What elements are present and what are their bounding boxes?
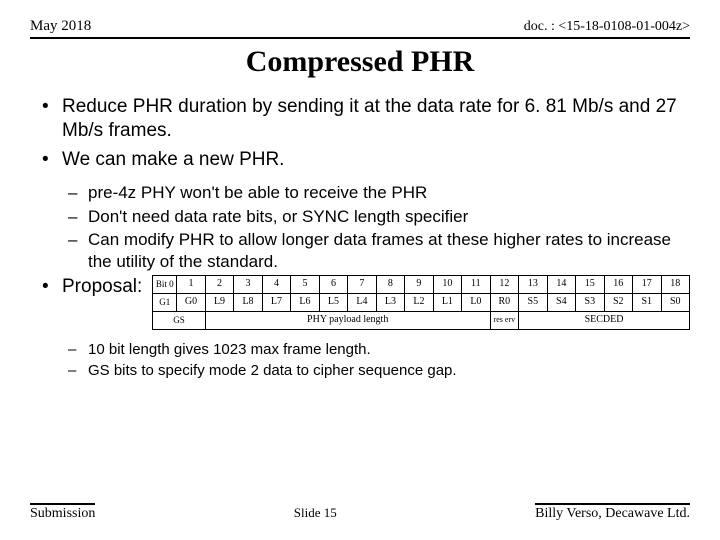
cell: 17 <box>633 275 661 293</box>
cell: L4 <box>348 293 376 311</box>
cell: L5 <box>319 293 347 311</box>
proposal-bullet: Proposal: Bit 0 1 2 3 4 5 6 7 8 9 10 <box>30 275 690 330</box>
cell: 13 <box>519 275 547 293</box>
cell: 16 <box>604 275 632 293</box>
header-docnum: doc. : <15-18-0108-01-004z> <box>524 19 690 35</box>
cell: 1 <box>177 275 205 293</box>
sub-item: GS bits to specify mode 2 data to cipher… <box>68 361 690 381</box>
cell: 7 <box>348 275 376 293</box>
bullet-item: We can make a new PHR. <box>42 148 690 172</box>
cell: L8 <box>234 293 262 311</box>
proposal-label: Proposal: <box>62 275 142 299</box>
footer: Submission Slide 15 Billy Verso, Decawav… <box>30 503 690 522</box>
cell: L1 <box>433 293 461 311</box>
cell: G1 <box>153 293 177 311</box>
sub-item: Don't need data rate bits, or SYNC lengt… <box>68 206 690 228</box>
phr-table: Bit 0 1 2 3 4 5 6 7 8 9 10 11 12 13 <box>152 275 690 330</box>
cell: G0 <box>177 293 205 311</box>
cell: GS <box>153 311 205 329</box>
cell: S2 <box>604 293 632 311</box>
sub-bullets: pre-4z PHY won't be able to receive the … <box>30 182 690 273</box>
cell: PHY payload length <box>205 311 490 329</box>
cell: L3 <box>376 293 404 311</box>
table-row: GS PHY payload length res erv SECDED <box>153 311 690 329</box>
sub-item: Can modify PHR to allow longer data fram… <box>68 229 690 273</box>
sub-item: 10 bit length gives 1023 max frame lengt… <box>68 340 690 360</box>
cell: SECDED <box>519 311 690 329</box>
table-row: G1 G0 L9 L8 L7 L6 L5 L4 L3 L2 L1 L0 R0 S… <box>153 293 690 311</box>
footer-submission: Submission <box>30 503 95 522</box>
cell: res erv <box>490 311 518 329</box>
footer-slide: Slide 15 <box>294 505 337 521</box>
cell: 4 <box>262 275 290 293</box>
cell: 11 <box>462 275 490 293</box>
sub-bullets-below: 10 bit length gives 1023 max frame lengt… <box>30 340 690 381</box>
bullet-item: Reduce PHR duration by sending it at the… <box>42 95 690 144</box>
cell: L0 <box>462 293 490 311</box>
cell: S3 <box>576 293 604 311</box>
cell: 2 <box>205 275 233 293</box>
cell: 18 <box>661 275 689 293</box>
cell: R0 <box>490 293 518 311</box>
cell: S5 <box>519 293 547 311</box>
cell: 9 <box>405 275 433 293</box>
sub-item: pre-4z PHY won't be able to receive the … <box>68 182 690 204</box>
cell: 3 <box>234 275 262 293</box>
cell: S0 <box>661 293 689 311</box>
cell: L6 <box>291 293 319 311</box>
page-title: Compressed PHR <box>30 45 690 79</box>
header-date: May 2018 <box>30 18 91 35</box>
cell: 6 <box>319 275 347 293</box>
cell: S4 <box>547 293 575 311</box>
cell: S1 <box>633 293 661 311</box>
header: May 2018 doc. : <15-18-0108-01-004z> <box>30 18 690 39</box>
cell: 14 <box>547 275 575 293</box>
cell: 5 <box>291 275 319 293</box>
table-row: Bit 0 1 2 3 4 5 6 7 8 9 10 11 12 13 <box>153 275 690 293</box>
main-bullets: Reduce PHR duration by sending it at the… <box>30 95 690 172</box>
cell: 15 <box>576 275 604 293</box>
cell: L9 <box>205 293 233 311</box>
cell: 12 <box>490 275 518 293</box>
footer-author: Billy Verso, Decawave Ltd. <box>535 503 690 522</box>
cell: 10 <box>433 275 461 293</box>
proposal-item: Proposal: Bit 0 1 2 3 4 5 6 7 8 9 10 <box>42 275 690 330</box>
cell: 8 <box>376 275 404 293</box>
cell: L2 <box>405 293 433 311</box>
cell: Bit 0 <box>153 275 177 293</box>
cell: L7 <box>262 293 290 311</box>
